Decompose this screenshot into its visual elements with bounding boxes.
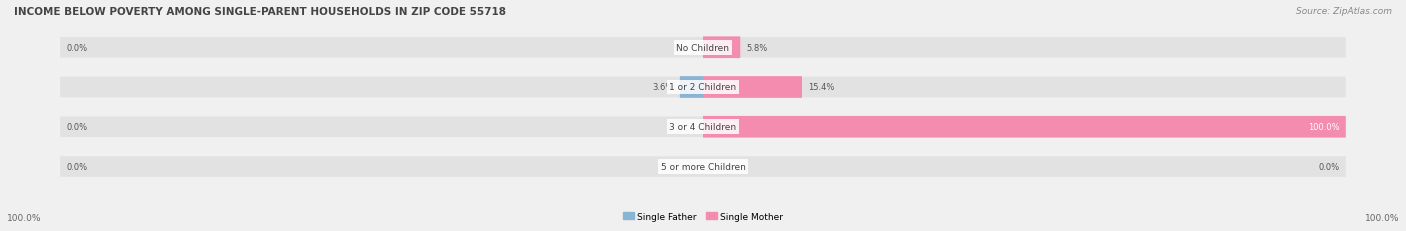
Text: 100.0%: 100.0% [1308,123,1340,132]
Text: Source: ZipAtlas.com: Source: ZipAtlas.com [1296,7,1392,16]
Text: 0.0%: 0.0% [66,162,87,171]
Text: 5.8%: 5.8% [747,44,768,52]
Text: 0.0%: 0.0% [66,44,87,52]
FancyBboxPatch shape [60,117,1346,137]
Text: 1 or 2 Children: 1 or 2 Children [669,83,737,92]
FancyBboxPatch shape [703,116,1346,138]
Text: 5 or more Children: 5 or more Children [661,162,745,171]
Text: 3.6%: 3.6% [652,83,673,92]
Text: 0.0%: 0.0% [1319,162,1340,171]
FancyBboxPatch shape [60,77,1346,98]
Text: 0.0%: 0.0% [66,123,87,132]
FancyBboxPatch shape [60,157,1346,177]
FancyBboxPatch shape [60,38,1346,58]
FancyBboxPatch shape [681,77,703,98]
FancyBboxPatch shape [703,37,741,59]
Legend: Single Father, Single Mother: Single Father, Single Mother [619,208,787,224]
Text: 3 or 4 Children: 3 or 4 Children [669,123,737,132]
Text: 100.0%: 100.0% [7,213,42,222]
Text: 15.4%: 15.4% [808,83,835,92]
FancyBboxPatch shape [703,77,801,98]
Text: 100.0%: 100.0% [1364,213,1399,222]
Text: No Children: No Children [676,44,730,52]
Text: INCOME BELOW POVERTY AMONG SINGLE-PARENT HOUSEHOLDS IN ZIP CODE 55718: INCOME BELOW POVERTY AMONG SINGLE-PARENT… [14,7,506,17]
